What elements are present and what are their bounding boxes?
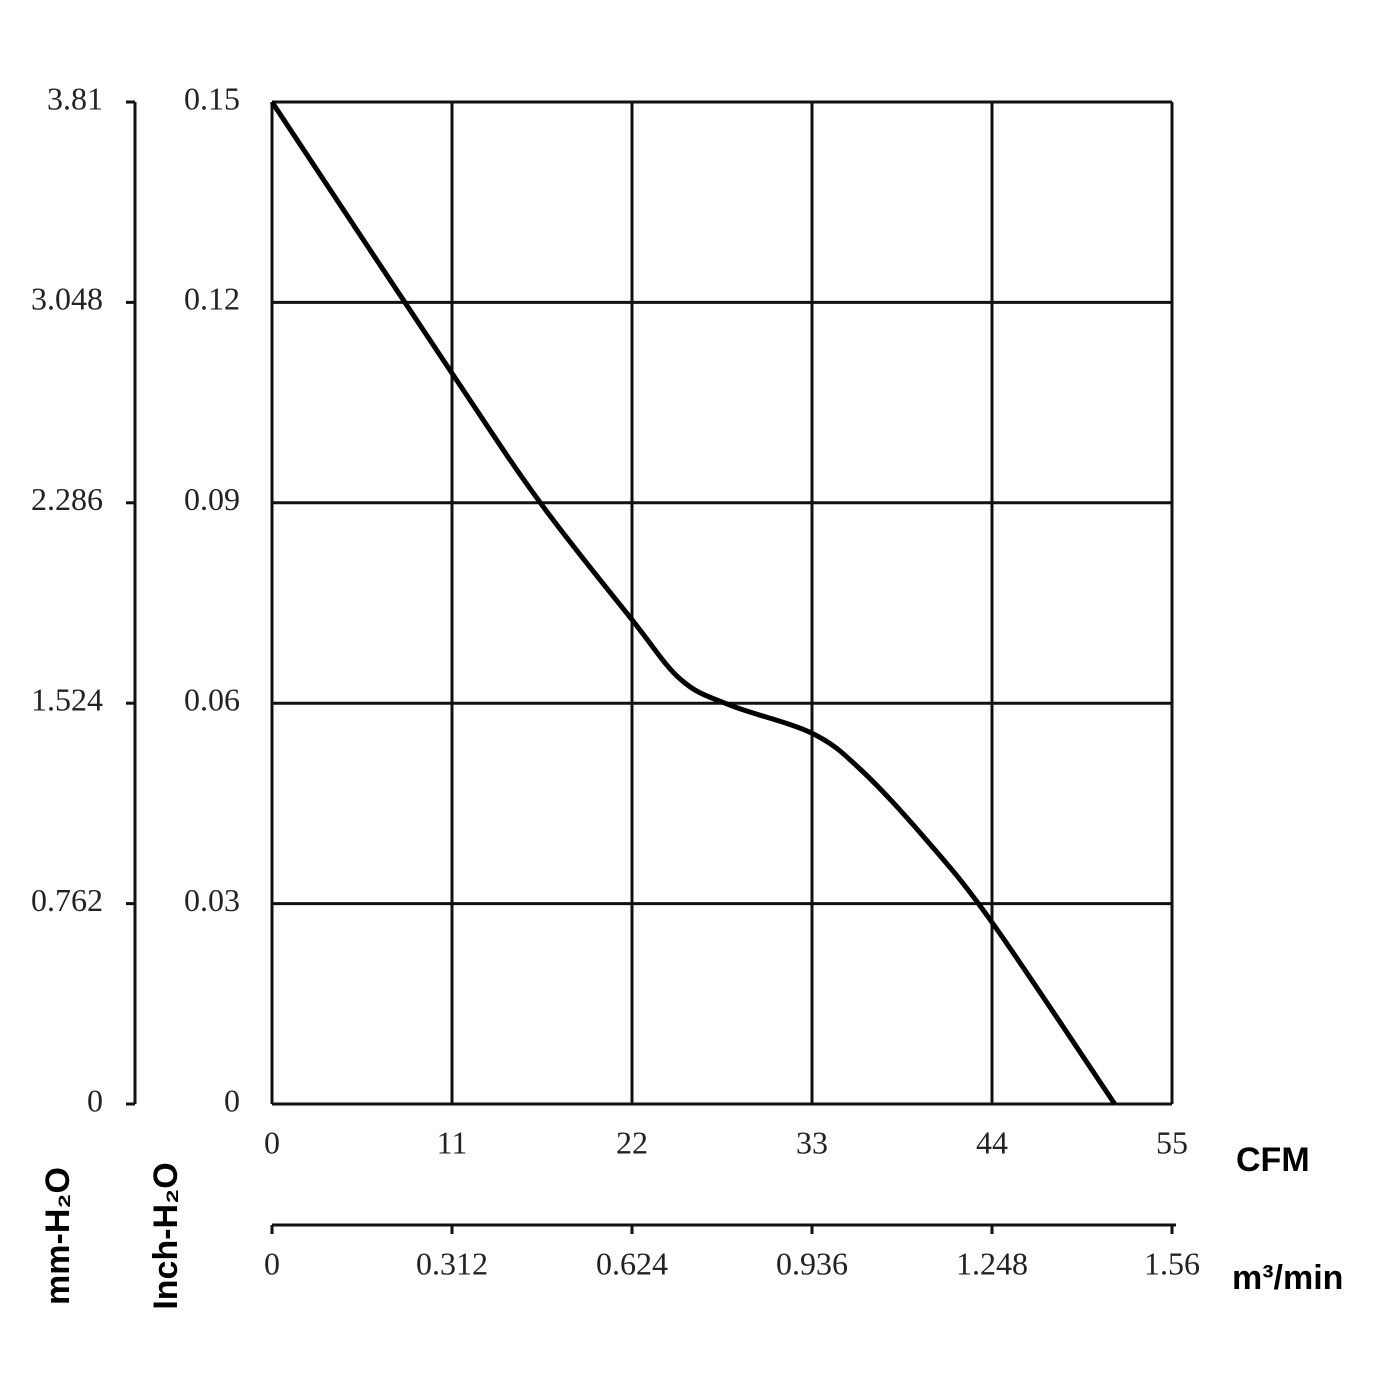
y2-tick-label: 2.286 [31, 481, 103, 517]
x2-tick-label: 0.624 [596, 1245, 668, 1281]
y-axis-title: Inch-H₂O [147, 1162, 185, 1309]
y2-axis-title: mm-H₂O [39, 1167, 77, 1305]
x2-axis-unit: m³/min [1232, 1259, 1343, 1297]
x-axis-unit: CFM [1236, 1141, 1310, 1179]
x-tick-label: 33 [796, 1124, 828, 1160]
x-tick-label: 22 [616, 1124, 648, 1160]
y2-tick-label: 1.524 [31, 682, 103, 718]
y2-tick-label: 0.762 [31, 882, 103, 918]
y-tick-label: 0.03 [184, 882, 240, 918]
y2-tick-label: 3.81 [47, 80, 103, 116]
x-tick-label: 0 [264, 1124, 280, 1160]
y-tick-label: 0.06 [184, 682, 240, 718]
y-tick-label: 0.15 [184, 80, 240, 116]
y2-tick-label: 0 [87, 1082, 103, 1118]
x2-tick-label: 1.56 [1144, 1245, 1200, 1281]
y2-tick-label: 3.048 [31, 281, 103, 317]
y-tick-label: 0.12 [184, 281, 240, 317]
x2-tick-label: 0 [264, 1245, 280, 1281]
y-tick-label: 0.09 [184, 481, 240, 517]
curve [269, 100, 1117, 1106]
x-tick-label: 55 [1156, 1124, 1188, 1160]
x2-tick-label: 1.248 [956, 1245, 1028, 1281]
x2-tick-label: 0.312 [416, 1245, 488, 1281]
x-tick-label: 11 [437, 1124, 468, 1160]
x-tick-label: 44 [976, 1124, 1008, 1160]
x2-tick-label: 0.936 [776, 1245, 848, 1281]
y-tick-label: 0 [224, 1082, 240, 1118]
